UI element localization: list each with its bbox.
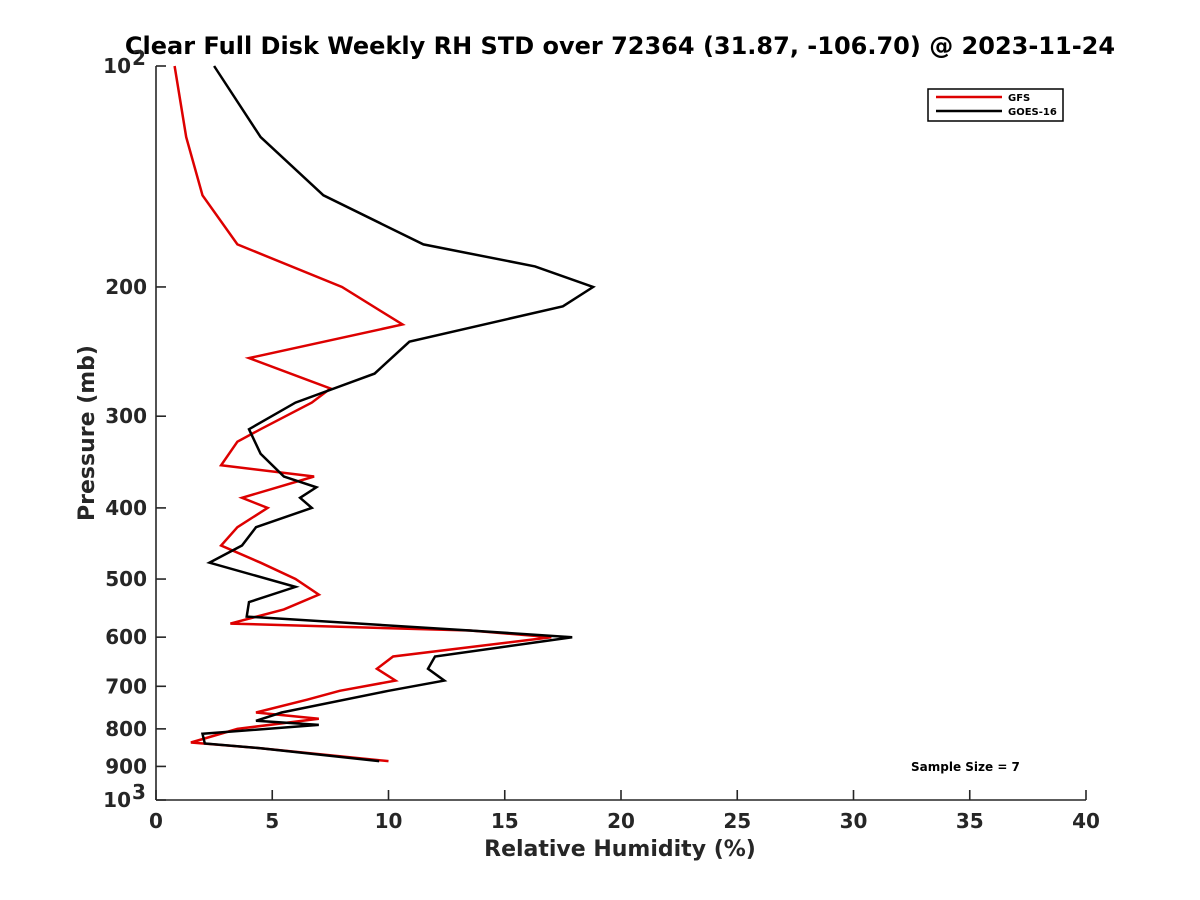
series-layer [173, 65, 596, 763]
chart-title: Clear Full Disk Weekly RH STD over 72364… [125, 32, 1115, 60]
x-tick-label: 25 [723, 809, 751, 833]
y-tick-label: 200 [105, 275, 147, 299]
y-tick-label: 900 [105, 754, 147, 778]
x-tick-label: 20 [607, 809, 635, 833]
legend-box [927, 88, 1064, 122]
y-tick-label: 10 [103, 54, 131, 78]
y-tick-exponent: 2 [132, 46, 146, 70]
x-tick-label: 5 [265, 809, 279, 833]
y-tick-exponent: 3 [132, 780, 146, 804]
series-line-gfs [173, 65, 552, 763]
legend: GFS GOES-16 [927, 88, 1064, 122]
y-tick-label: 400 [105, 496, 147, 520]
x-axis: 0 5 10 15 20 25 30 35 40 [149, 790, 1100, 833]
y-tick-label: 10 [103, 788, 131, 812]
y-tick-label: 600 [105, 625, 147, 649]
x-tick-label: 15 [491, 809, 519, 833]
x-tick-label: 35 [956, 809, 984, 833]
x-tick-label: 10 [375, 809, 403, 833]
x-tick-label: 30 [840, 809, 868, 833]
sample-size-annotation: Sample Size = 7 [911, 760, 1020, 774]
y-tick-label: 700 [105, 674, 147, 698]
y-axis-title: Pressure (mb) [75, 345, 100, 521]
y-tick-label: 800 [105, 717, 147, 741]
x-axis-title: Relative Humidity (%) [484, 837, 756, 862]
x-tick-label: 40 [1072, 809, 1100, 833]
x-tick-label: 0 [149, 809, 163, 833]
series-line-goes-16 [200, 65, 596, 763]
legend-label-goes-16: GOES-16 [1008, 107, 1057, 118]
y-tick-label: 300 [105, 404, 147, 428]
plot-frame [155, 66, 1086, 801]
legend-label-gfs: GFS [1008, 93, 1030, 104]
y-tick-label: 500 [105, 567, 147, 591]
